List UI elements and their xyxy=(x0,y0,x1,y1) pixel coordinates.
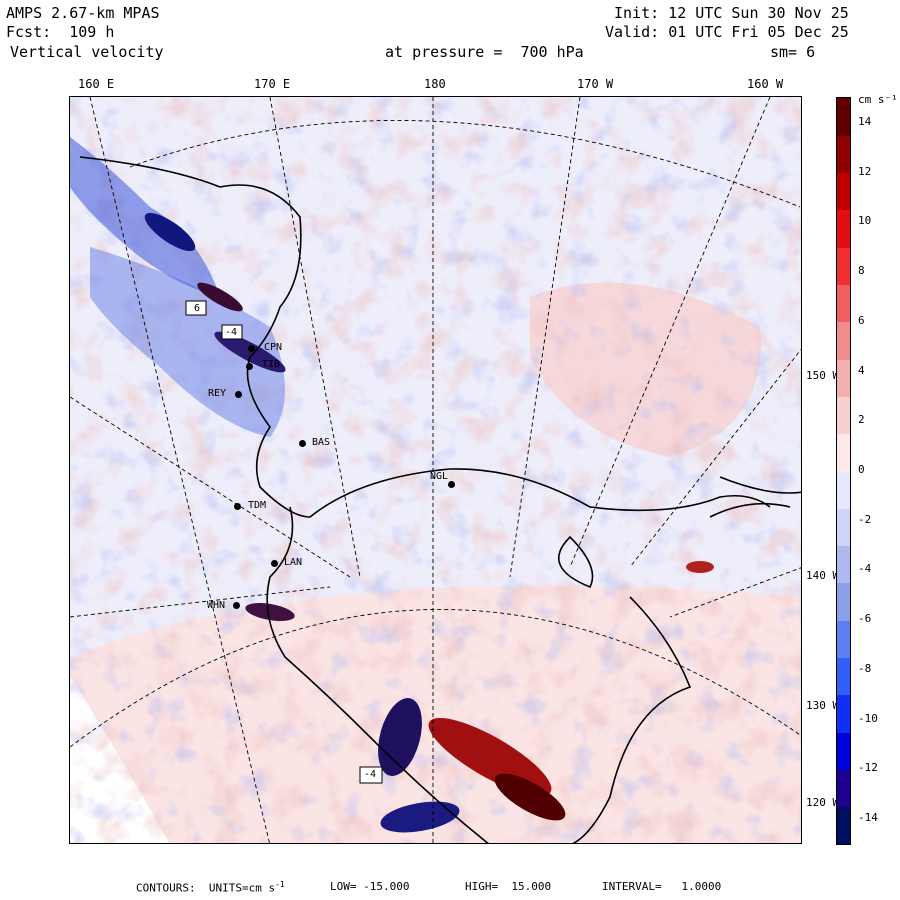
forecast-hour: Fcst: 109 h xyxy=(6,23,115,41)
station-dot-tib xyxy=(246,363,253,370)
valid-time: Valid: 01 UTC Fri 05 Dec 25 xyxy=(605,23,849,41)
lon-label-160w: 160 W xyxy=(747,77,784,91)
colorbar-tick-label: 0 xyxy=(858,463,865,476)
station-dot-rey xyxy=(235,391,242,398)
colorbar-segment xyxy=(837,806,850,845)
colorbar-segment xyxy=(837,321,850,360)
colorbar-tick-label: 2 xyxy=(858,413,865,427)
lon-label-170e: 170 E xyxy=(254,77,291,91)
station-label-lan: LAN xyxy=(284,557,303,568)
station-label-tib: TIB xyxy=(262,359,281,370)
lat-label-120w: 120 W xyxy=(806,796,840,809)
colorbar-tick-label: -12 xyxy=(858,761,878,775)
box-label-max: 6 xyxy=(194,303,201,314)
colorbar-tick-label: -6 xyxy=(858,612,872,626)
pressure-level: at pressure = 700 hPa xyxy=(385,43,584,61)
mountain-negative-band xyxy=(90,247,285,437)
colorbar-segment xyxy=(837,582,850,621)
lat-label-140w: 140 W xyxy=(806,569,840,582)
lat-label-130w: 130 W xyxy=(806,699,840,712)
colorbar-tick-label: 10 xyxy=(858,214,872,228)
station-dot-whn xyxy=(233,602,240,609)
lat-label-150w: 150 W xyxy=(806,369,840,382)
colorbar-segment xyxy=(837,508,850,547)
lon-label-160e: 160 E xyxy=(78,77,115,91)
footer-contours-units: CONTOURS: UNITS=cm s xyxy=(136,881,276,895)
strong-dipoles xyxy=(144,212,714,833)
colorbar-tick-label: 12 xyxy=(858,164,872,178)
colorbar-segment xyxy=(837,247,850,285)
colorbar-segment xyxy=(837,769,850,808)
colorbar-segment xyxy=(837,732,850,770)
colorbar-segment xyxy=(837,433,850,472)
footer-high: HIGH= 15.000 xyxy=(465,880,552,893)
colorbar-segment xyxy=(837,359,850,397)
station-label-tdm: TDM xyxy=(248,500,267,511)
station-label-cpn: CPN xyxy=(264,342,283,353)
map-panel: 6 -4 -4 CPN TIB REY BAS NGL TDM LAN WHN xyxy=(69,96,802,844)
init-time: Init: 12 UTC Sun 30 Nov 25 xyxy=(614,4,849,22)
station-label-whn: WHN xyxy=(207,600,226,611)
lon-label-170w: 170 W xyxy=(577,77,614,91)
colorbar-segment xyxy=(837,396,850,435)
station-label-ngl: NGL xyxy=(430,471,449,482)
colorbar-units: cm s⁻¹ xyxy=(858,93,898,106)
footer-low: LOW= -15.000 xyxy=(330,880,410,893)
colorbar-segment xyxy=(837,284,850,323)
colorbar-segment xyxy=(837,98,850,136)
max-min-boxes xyxy=(185,300,383,784)
colorbar-tick-label: -2 xyxy=(858,512,872,526)
colorbar-tick-label: -8 xyxy=(858,661,872,675)
colorbar-segment xyxy=(837,209,850,248)
colorbar-segment xyxy=(837,620,850,658)
map-canvas xyxy=(70,97,801,843)
footer-units-sup: -1 xyxy=(275,880,285,889)
station-label-bas: BAS xyxy=(312,437,331,448)
colorbar-tick-label: -14 xyxy=(858,811,878,825)
colorbar-segment xyxy=(837,694,850,733)
colorbar-segment xyxy=(837,135,850,174)
colorbar-tick-label: 4 xyxy=(858,363,865,377)
station-dot-ngl xyxy=(448,481,455,488)
model-title: AMPS 2.67-km MPAS xyxy=(6,4,160,22)
colorbar-segment xyxy=(837,545,850,584)
box-label-min-north: -4 xyxy=(225,327,238,338)
colorbar-tick-label: -10 xyxy=(858,711,878,725)
colorbar-tick-label: 8 xyxy=(858,264,865,278)
smoothing-label: sm= 6 xyxy=(770,43,816,61)
coastline xyxy=(79,156,801,843)
footer-contours: CONTOURS: UNITS=cm s-1 xyxy=(136,880,285,895)
station-dot-bas xyxy=(299,440,306,447)
station-label-rey: REY xyxy=(208,388,227,399)
colorbar-segment xyxy=(837,471,850,509)
station-dot-cpn xyxy=(248,345,255,352)
colorbar-tick-label: 14 xyxy=(858,114,872,128)
box-label-min-south: -4 xyxy=(364,769,377,780)
colorbar xyxy=(836,97,851,845)
field-name: Vertical velocity xyxy=(10,43,164,61)
colorbar-segment xyxy=(837,172,850,211)
station-dot-tdm xyxy=(234,503,241,510)
station-dot-lan xyxy=(271,560,278,567)
colorbar-tick-label: -4 xyxy=(858,562,872,576)
colorbar-tick-label: 6 xyxy=(858,313,865,327)
colorbar-segment xyxy=(837,657,850,696)
footer-interval: INTERVAL= 1.0000 xyxy=(602,880,722,893)
lon-label-180: 180 xyxy=(424,77,446,91)
